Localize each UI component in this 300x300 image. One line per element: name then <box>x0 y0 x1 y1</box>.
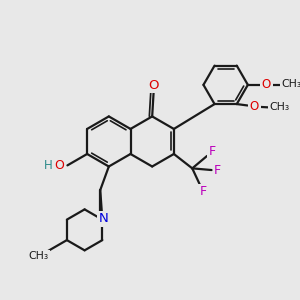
Text: CH₃: CH₃ <box>269 103 290 112</box>
Text: F: F <box>214 164 221 177</box>
Text: N: N <box>98 212 108 225</box>
Text: CH₃: CH₃ <box>281 79 300 89</box>
Text: O: O <box>54 159 64 172</box>
Text: H: H <box>44 159 53 172</box>
Text: F: F <box>208 146 215 158</box>
Text: O: O <box>148 79 159 92</box>
Text: O: O <box>262 78 271 91</box>
Text: F: F <box>200 185 207 198</box>
Text: O: O <box>250 100 259 113</box>
Text: CH₃: CH₃ <box>28 251 49 262</box>
